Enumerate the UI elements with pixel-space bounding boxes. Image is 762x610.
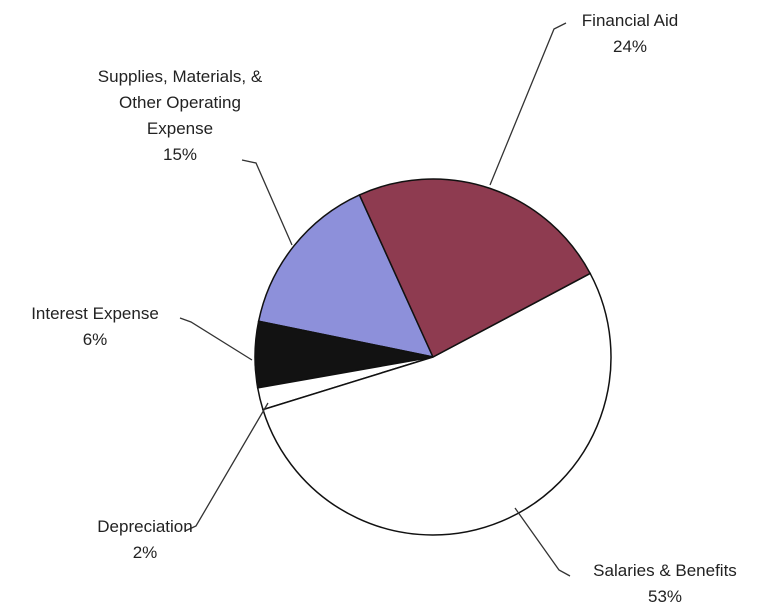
percent-label: 15%: [162, 145, 198, 164]
leader-lines: [179, 22, 571, 577]
leader-line: [184, 402, 269, 532]
category-name: Supplies, Materials, & Other Operating E…: [97, 67, 263, 138]
percent-label: 53%: [647, 587, 683, 606]
leader-line: [514, 507, 571, 577]
pie-slice: [257, 193, 435, 359]
slice-label: Financial Aid 24%: [540, 8, 720, 60]
percent-label: 2%: [132, 543, 158, 562]
leader-line: [179, 317, 253, 361]
pie-slice: [262, 272, 612, 536]
pie-slice: [358, 178, 592, 359]
category-name: Financial Aid: [581, 11, 679, 30]
leader-line: [489, 22, 567, 186]
category-name: Interest Expense: [31, 304, 159, 323]
percent-label: 6%: [82, 330, 108, 349]
percent-label: 24%: [612, 37, 648, 56]
slice-label: Supplies, Materials, & Other Operating E…: [95, 64, 265, 168]
category-name: Salaries & Benefits: [593, 561, 737, 580]
slice-label: Depreciation 2%: [75, 514, 215, 566]
category-name: Depreciation: [97, 517, 193, 536]
slice-label: Salaries & Benefits 53%: [560, 558, 762, 610]
leader-line: [241, 159, 293, 246]
slice-label: Interest Expense 6%: [0, 301, 190, 353]
